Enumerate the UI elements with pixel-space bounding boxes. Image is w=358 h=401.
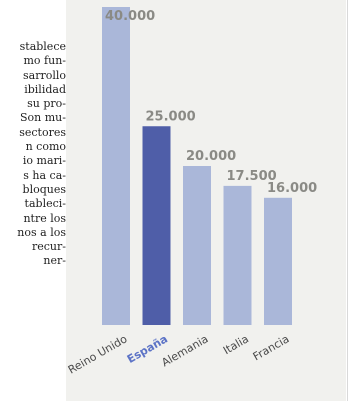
article-line: s ha ca-	[23, 168, 66, 182]
bars-layer	[102, 7, 292, 325]
article-line: ntre los	[23, 211, 66, 225]
bar-españa	[142, 126, 171, 325]
right-page-margin	[346, 0, 358, 401]
article-line: stablece	[19, 40, 66, 53]
article-text-fragment: stablece mo fun- sarrollo ibilidad su pr…	[0, 40, 66, 269]
value-label: 40.000	[105, 9, 155, 24]
article-line: ibilidad	[24, 82, 66, 96]
article-line: io mari-	[22, 154, 66, 168]
article-line: bloques	[22, 182, 66, 196]
category-label: Italia	[221, 332, 251, 357]
article-line: tableci-	[24, 197, 66, 211]
article-line: Son mu-	[20, 111, 66, 125]
article-line: mo fun-	[23, 54, 66, 68]
article-line: ner-	[43, 254, 66, 268]
value-label: 16.000	[267, 181, 317, 196]
article-line: recur-	[32, 240, 66, 254]
category-label: Alemania	[159, 332, 210, 369]
value-label: 17.500	[227, 169, 277, 184]
bar-reino-unido	[102, 7, 130, 325]
article-line: sectores	[19, 125, 66, 139]
bar-italia	[223, 185, 252, 325]
article-line: su pro-	[27, 97, 66, 111]
article-line: n como	[25, 140, 66, 154]
category-label: Reino Unido	[66, 332, 130, 376]
category-label: Francia	[251, 332, 292, 363]
article-line: sarrollo	[22, 68, 66, 82]
article-line: nos a los	[17, 225, 66, 239]
value-label: 20.000	[186, 149, 236, 164]
bar-francia	[264, 197, 292, 325]
value-label: 25.000	[146, 109, 196, 124]
bar-alemania	[183, 166, 211, 325]
